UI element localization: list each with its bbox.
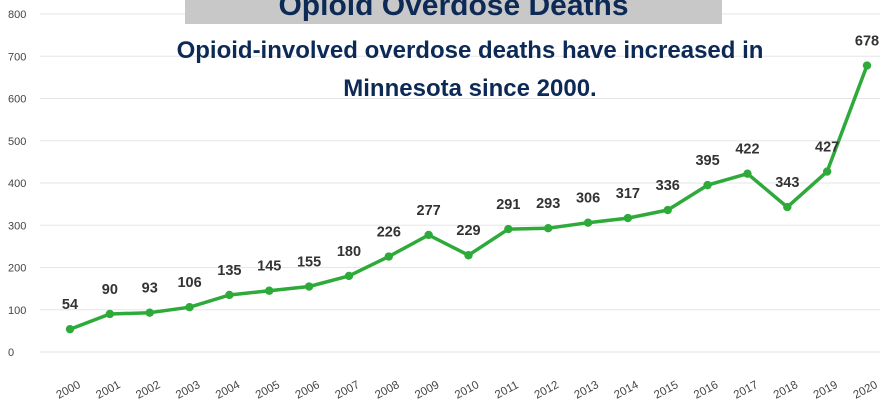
y-tick-label: 600 [8, 94, 26, 106]
data-label: 293 [536, 196, 560, 212]
chart-title-text: Opioid Overdose Deaths [278, 0, 629, 22]
y-tick-label: 500 [8, 136, 26, 148]
data-labels: 54 90 93 106 135 145 155 180 226 277 229 291 293 306 3… [62, 34, 879, 314]
x-tick-label: 2017 [732, 379, 760, 402]
x-tick-label: 2000 [54, 379, 82, 402]
data-point [105, 309, 115, 319]
x-tick-label: 2016 [692, 379, 720, 402]
data-label: 180 [337, 244, 361, 260]
y-tick-label: 0 [8, 347, 14, 359]
y-tick-label: 800 [8, 9, 26, 21]
x-tick-label: 2009 [413, 379, 441, 402]
data-point [544, 224, 553, 233]
x-tick-label: 2002 [134, 379, 162, 402]
data-point [862, 61, 872, 70]
data-label: 306 [576, 191, 600, 207]
x-tick-label: 2001 [94, 379, 122, 402]
data-label: 54 [62, 297, 78, 313]
data-label: 229 [456, 223, 480, 239]
data-point [583, 218, 593, 227]
data-point [623, 213, 633, 223]
x-tick-label: 2006 [294, 379, 322, 402]
data-label: 226 [377, 225, 401, 241]
chart-subtitle: Opioid-involved overdose deaths have inc… [90, 32, 850, 108]
x-tick-label: 2012 [533, 379, 561, 402]
data-point [265, 286, 274, 295]
data-point [304, 282, 314, 291]
data-point [663, 205, 672, 215]
data-points [65, 61, 872, 334]
y-tick-label: 100 [8, 305, 26, 317]
data-point [743, 169, 752, 178]
y-tick-label: 200 [8, 263, 26, 275]
x-tick-label: 2004 [214, 379, 243, 402]
x-tick-label: 2008 [373, 379, 401, 402]
data-point [504, 224, 513, 234]
data-label: 145 [257, 259, 281, 275]
y-tick-label: 700 [8, 51, 26, 63]
data-label: 291 [496, 197, 520, 213]
chart-title: Opioid Overdose Deaths [185, 0, 722, 24]
data-label: 317 [616, 186, 640, 202]
data-point [225, 290, 234, 300]
data-label: 135 [217, 263, 241, 279]
subtitle-line-2: Minnesota since 2000. [343, 75, 597, 102]
data-label: 106 [177, 275, 201, 291]
y-axis-tick-labels: 0 100 200 300 400 500 600 700 800 [8, 9, 26, 359]
x-tick-label: 2007 [333, 379, 361, 402]
x-tick-label: 2020 [851, 379, 879, 402]
y-tick-label: 400 [8, 178, 26, 190]
x-tick-label: 2010 [453, 379, 481, 402]
data-point [822, 167, 832, 176]
x-tick-label: 2011 [493, 379, 520, 401]
subtitle-line-1: Opioid-involved overdose deaths have inc… [176, 37, 764, 64]
data-point [424, 230, 433, 240]
data-point [384, 252, 393, 261]
data-point [65, 324, 75, 334]
x-tick-label: 2015 [652, 379, 680, 402]
data-label: 395 [695, 153, 719, 169]
data-point [783, 202, 792, 212]
x-tick-label: 2013 [573, 379, 601, 402]
x-tick-label: 2003 [174, 379, 202, 402]
data-point [703, 180, 712, 190]
data-point [185, 303, 194, 312]
data-point [344, 271, 354, 281]
data-label: 93 [142, 281, 158, 297]
y-tick-label: 300 [8, 220, 26, 232]
data-label: 277 [417, 203, 441, 219]
data-label: 343 [775, 175, 799, 191]
data-label: 678 [855, 34, 879, 50]
data-label: 90 [102, 282, 118, 298]
data-point [145, 308, 154, 317]
data-label: 422 [735, 142, 759, 158]
data-point [464, 251, 473, 260]
x-tick-label: 2019 [812, 379, 840, 402]
data-label: 427 [815, 140, 839, 156]
x-tick-label: 2014 [612, 379, 641, 402]
x-axis-tick-labels: 2000 2001 2002 2003 2004 2005 2006 2007 2008 2009… [54, 379, 879, 402]
data-label: 155 [297, 255, 321, 271]
data-label: 336 [656, 178, 680, 194]
x-tick-label: 2018 [772, 379, 800, 402]
x-tick-label: 2005 [254, 379, 282, 402]
